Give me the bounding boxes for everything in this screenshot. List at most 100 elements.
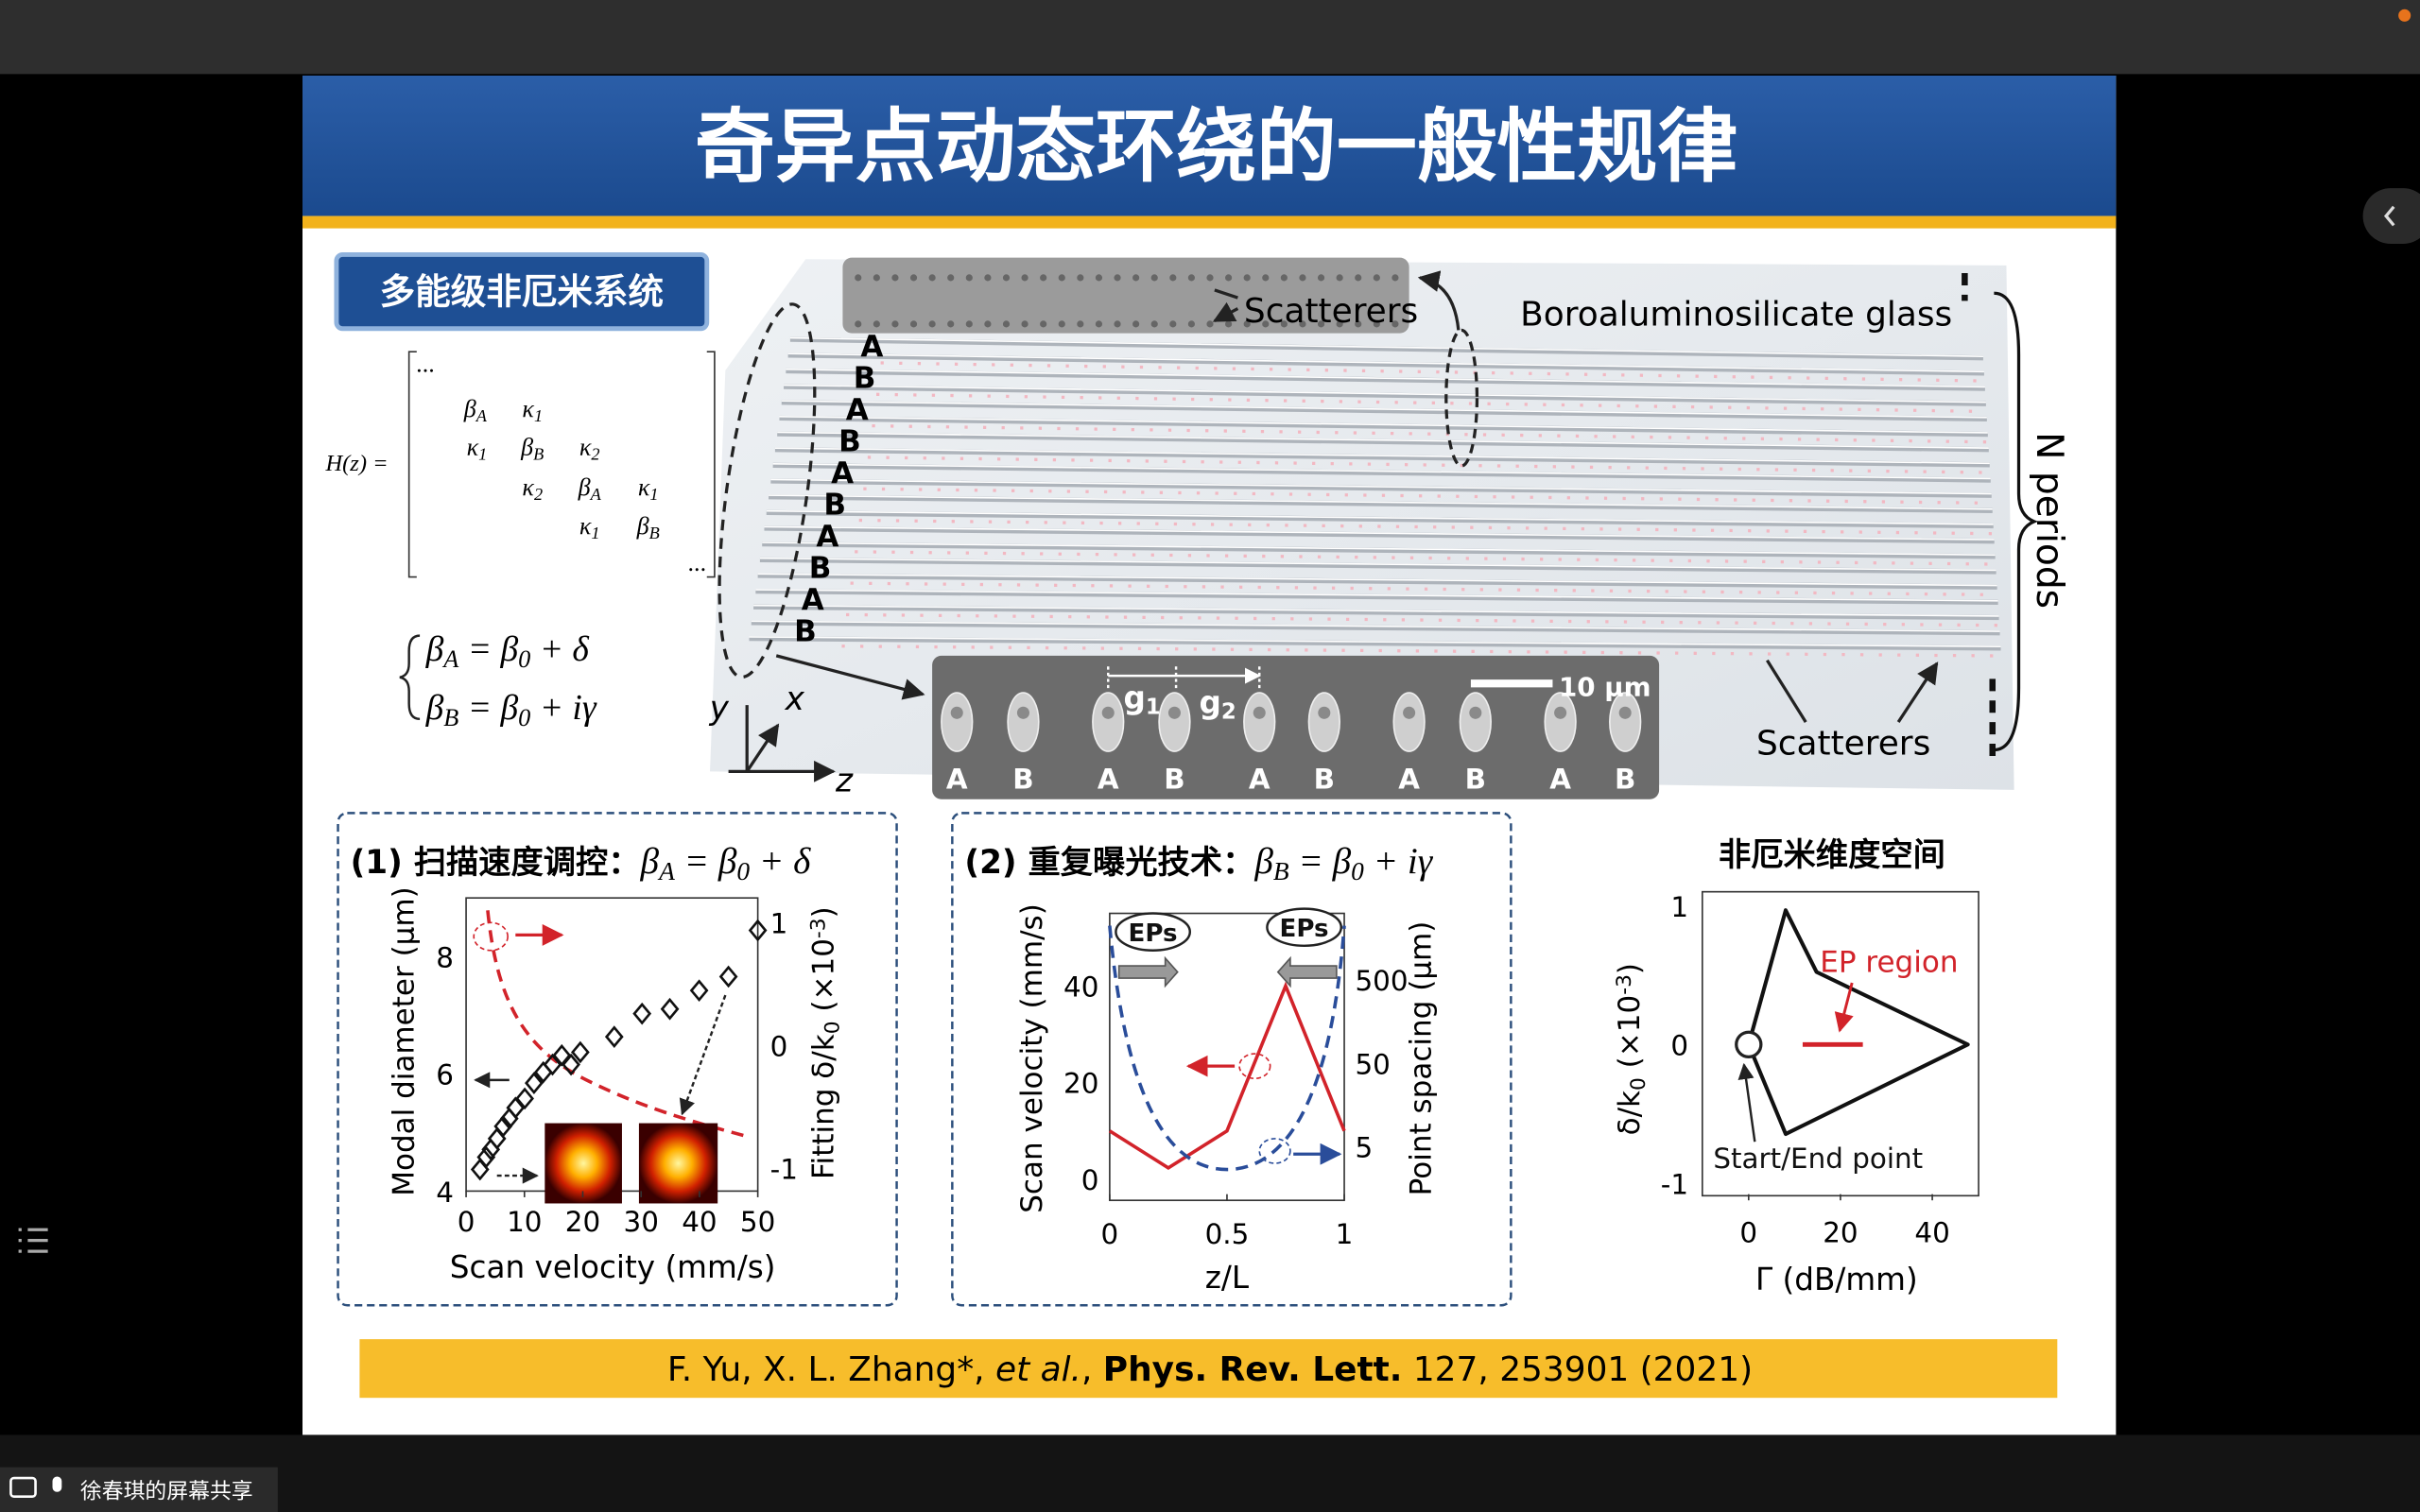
waveguide [769,494,1993,514]
text-run: 1 [534,405,543,424]
text-run: F. Yu, X. L. Zhang*, [667,1350,995,1389]
waveguide [786,368,1985,391]
text-run: A [441,644,459,672]
text-run: -3 [807,918,831,938]
waveguide-label: A [860,330,883,364]
panel-heading: (2) 重复曝光技术：βB = β0 + iγ [964,841,1433,885]
text-run: + iγ [1364,841,1434,882]
scatterer-dot [1355,274,1362,282]
y-tick-label: 0 [1670,1030,1688,1062]
waveguide-highlight [789,336,1983,357]
text-run: δ/k [1613,1091,1647,1135]
data-markers [470,919,768,1181]
waveguides [749,336,2001,658]
equation-brace [399,634,421,721]
annotation-ellipse [473,921,509,952]
y2-tick-label: 500 [1355,965,1408,997]
text-run: ... [417,350,436,377]
annotation-ellipse [1258,1138,1291,1164]
x-axis-label: Scan velocity (mm/s) [450,1249,776,1285]
text-run: 2 [591,444,599,463]
text-run: A [590,485,602,504]
text-run: 2 [1221,699,1236,724]
scatterer-dot [928,320,936,328]
sem-label: A [1249,763,1270,795]
hamiltonian-lhs: H(z) = [324,451,388,476]
scatterer-dot [873,320,880,328]
scatterer-dot [1355,320,1362,328]
waveguide [749,635,2001,651]
velocity-curve [1108,981,1346,1171]
sem-label: B [1314,763,1335,795]
text-run: κ [467,434,479,461]
data-marker [604,1025,624,1048]
scatterer-dot [1114,274,1121,282]
scatterer-dot [1187,274,1195,282]
waveguide-label: B [809,551,832,585]
cross-section-ellipse [717,302,817,679]
scatterer-blob [1544,692,1577,752]
annotation: EPs [1129,919,1178,948]
waveguide [753,604,1999,621]
text-run: g [1124,679,1146,715]
text-run: et al. [995,1350,1081,1389]
waveguide [781,400,1987,422]
waveguide-highlight [781,400,1987,419]
collapse-button[interactable] [2362,188,2420,244]
text-run: A [475,405,488,424]
x-tick-label: 20 [1823,1216,1858,1248]
matrix-entry: βB [636,512,660,541]
matrix-entry: βA [578,473,602,503]
text-run: β [520,434,533,461]
list-icon[interactable] [18,1228,48,1253]
panel-frame [951,812,1512,1307]
scatterer-core [1253,706,1266,719]
scatterer-blob [1243,692,1276,752]
scatterer-dot [1002,320,1011,328]
text-run: 1 [649,485,658,504]
text-run: , [1081,1350,1103,1389]
scatterer-dot [1392,274,1399,282]
equation: βB = β0 + iγ [425,689,597,731]
data-marker [562,1053,580,1076]
waveguide-highlight [784,384,1986,404]
scatterer-dot [1373,274,1380,282]
text-run: β [636,512,649,540]
x-tick-label: 10 [507,1206,542,1238]
scatterer-row [858,518,1994,536]
y2-tick-label: 50 [1355,1048,1390,1080]
scatterer-core [1403,706,1416,719]
arrow [1766,661,1937,723]
text-run: B [443,703,458,730]
waveguide-highlight [769,494,1993,510]
axes-arrows [745,723,780,773]
data-marker [515,1087,534,1110]
text-run: (×10 [1613,995,1647,1077]
arrow [679,994,727,1116]
scatterer-dot [1114,320,1121,328]
axis-name: y [709,690,730,728]
waveguide-label: A [802,583,824,617]
waveguide-highlight [779,416,1988,434]
y2-tick-label: 1 [770,908,788,940]
text-run: β [578,473,591,501]
scatterer-dot [947,320,955,328]
citation-bar [359,1339,2058,1399]
scatterer-core [1101,706,1115,719]
waveguide-highlight [774,447,1990,465]
gap-label: g2 [1200,684,1236,724]
y-tick-label: 4 [436,1177,454,1209]
presenter-label: 徐春琪的屏幕共享 [80,1479,253,1503]
scatterer-dot [1150,274,1158,282]
scatterer-dot [1336,274,1343,282]
sem-label: A [946,763,968,795]
waveguide-highlight [749,636,2001,648]
mic-icon[interactable] [52,1476,62,1492]
y-tick-label: 20 [1063,1068,1098,1100]
arrow [1737,1062,1756,1143]
scatterer-dot [1225,320,1233,328]
matrix-entry: κ1 [522,395,543,425]
sem-label: B [1465,763,1486,795]
text-run: β [640,841,660,882]
